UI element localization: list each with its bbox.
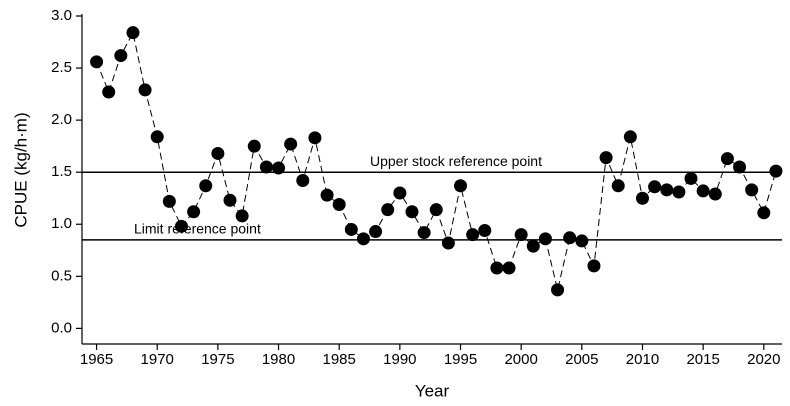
data-point (745, 183, 759, 197)
data-point (369, 225, 383, 239)
x-tick-label: 2010 (626, 351, 659, 368)
data-point (551, 283, 565, 297)
x-axis-title: Year (415, 381, 450, 400)
data-point (211, 146, 225, 160)
data-point (502, 261, 516, 275)
data-point (720, 152, 734, 166)
data-point (284, 137, 298, 151)
data-point (259, 160, 273, 174)
data-point (611, 179, 625, 193)
data-point (672, 185, 686, 199)
data-point (162, 194, 176, 208)
x-tick-label: 1995 (444, 351, 477, 368)
x-tick-label: 1965 (80, 351, 113, 368)
data-point (102, 85, 116, 99)
reference-label: Limit reference point (134, 221, 261, 237)
data-point (696, 184, 710, 198)
y-tick-label: 3.0 (51, 7, 72, 24)
data-point (417, 226, 431, 240)
data-point (223, 193, 237, 207)
x-tick-label: 1990 (383, 351, 416, 368)
data-point (733, 160, 747, 174)
data-point (138, 83, 152, 97)
data-point (235, 209, 249, 223)
data-point (575, 234, 589, 248)
y-tick-label: 1.0 (51, 215, 72, 232)
x-tick-label: 2015 (686, 351, 719, 368)
data-point (332, 197, 346, 211)
x-tick-label: 1980 (262, 351, 295, 368)
reference-label: Upper stock reference point (370, 153, 542, 169)
data-point (599, 151, 613, 165)
data-point (381, 203, 395, 217)
data-point (708, 187, 722, 201)
x-tick-label: 1985 (323, 351, 356, 368)
y-tick-label: 2.0 (51, 111, 72, 128)
data-point (648, 180, 662, 194)
data-point (769, 164, 783, 178)
data-point (296, 174, 310, 188)
data-point (429, 203, 443, 217)
data-point (344, 222, 358, 236)
data-point (684, 171, 698, 185)
data-point (356, 232, 370, 246)
data-point (454, 179, 468, 193)
data-point (308, 131, 322, 145)
data-point (490, 261, 504, 275)
data-point (187, 205, 201, 219)
data-point (126, 26, 140, 40)
y-tick-label: 1.5 (51, 163, 72, 180)
data-point (514, 228, 528, 242)
data-point (174, 219, 188, 233)
y-tick-label: 0.0 (51, 319, 72, 336)
x-tick-label: 2000 (504, 351, 537, 368)
data-point (320, 188, 334, 202)
data-point (114, 49, 128, 63)
data-point (393, 186, 407, 200)
data-point (199, 179, 213, 193)
data-point (635, 191, 649, 205)
x-tick-label: 1970 (141, 351, 174, 368)
y-axis-title: CPUE (kg/h·m) (11, 112, 30, 227)
data-point (272, 161, 286, 175)
data-point (623, 130, 637, 144)
data-point (660, 183, 674, 197)
data-point (441, 236, 455, 250)
data-point (90, 55, 104, 69)
data-point (150, 130, 164, 144)
x-tick-label: 2020 (747, 351, 780, 368)
data-point (478, 224, 492, 238)
x-tick-label: 1975 (201, 351, 234, 368)
data-point (405, 205, 419, 219)
data-point (587, 259, 601, 273)
data-point (526, 239, 540, 253)
y-tick-label: 2.5 (51, 59, 72, 76)
data-point (563, 231, 577, 245)
y-tick-label: 0.5 (51, 267, 72, 284)
data-point (757, 206, 771, 220)
data-point (247, 139, 261, 153)
data-point (538, 232, 552, 246)
data-point (466, 228, 480, 242)
x-tick-label: 2005 (565, 351, 598, 368)
